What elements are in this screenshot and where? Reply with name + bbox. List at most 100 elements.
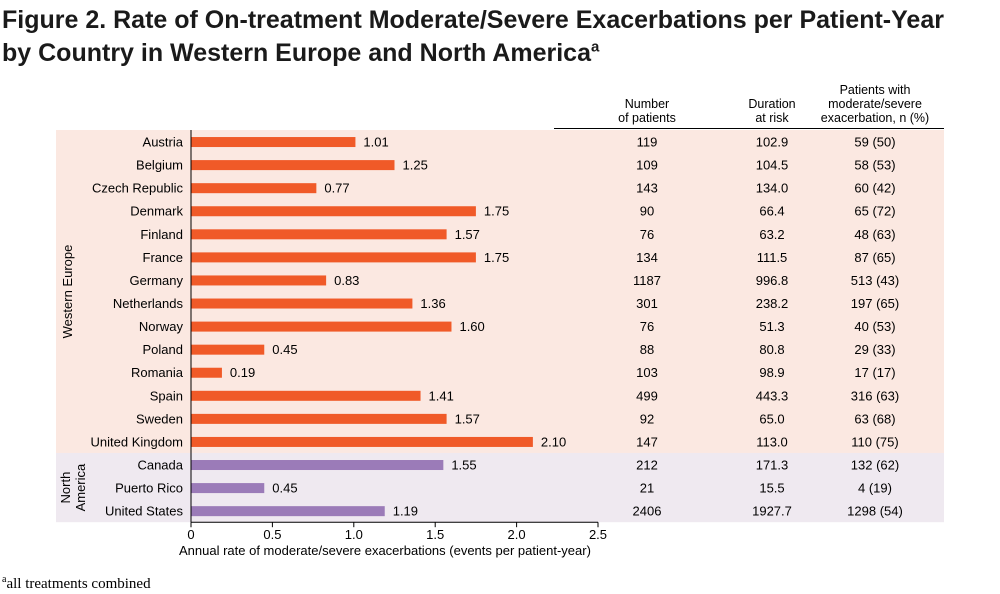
bar-united-states <box>191 506 385 517</box>
cell-exacerbation-spain: 316 (63) <box>851 388 899 403</box>
group-band-north-america <box>56 452 944 523</box>
bar-sweden <box>191 413 447 424</box>
cell-exacerbation-poland: 29 (33) <box>854 342 895 357</box>
country-label-austria: Austria <box>143 135 184 150</box>
cell-patients-finland: 76 <box>640 227 654 242</box>
cell-exacerbation-romania: 17 (17) <box>854 365 895 380</box>
country-label-romania: Romania <box>131 365 184 380</box>
bar-value-finland: 1.57 <box>455 227 480 242</box>
bar-value-france: 1.75 <box>484 250 509 265</box>
cell-duration-united-kingdom: 113.0 <box>756 434 788 449</box>
cell-duration-austria: 102.9 <box>756 135 789 150</box>
bar-value-belgium: 1.25 <box>403 158 428 173</box>
bar-romania <box>191 367 222 378</box>
cell-patients-netherlands: 301 <box>636 296 658 311</box>
x-tick-label-5: 2.5 <box>589 527 607 542</box>
cell-duration-czech-republic: 134.0 <box>756 181 789 196</box>
x-tick-label-4: 2.0 <box>508 527 526 542</box>
country-label-spain: Spain <box>150 388 183 403</box>
figure-title: Figure 2. Rate of On-treatment Moderate/… <box>2 4 992 70</box>
group-label-north-america-line-1: North <box>58 472 73 504</box>
bar-czech-republic <box>191 183 317 194</box>
cell-exacerbation-puerto-rico: 4 (19) <box>858 481 892 496</box>
cell-duration-spain: 443.3 <box>756 388 789 403</box>
bar-canada <box>191 460 444 471</box>
cell-patients-poland: 88 <box>640 342 654 357</box>
bar-value-poland: 0.45 <box>272 342 297 357</box>
group-label-western-europe: Western Europe <box>60 245 75 339</box>
cell-exacerbation-norway: 40 (53) <box>854 319 895 334</box>
cell-duration-puerto-rico: 15.5 <box>759 481 784 496</box>
cell-duration-france: 111.5 <box>757 250 788 265</box>
footnote-marker: a <box>2 574 7 585</box>
title-line-1: Figure 2. Rate of On-treatment Moderate/… <box>2 6 944 34</box>
cell-patients-romania: 103 <box>636 365 658 380</box>
bar-puerto-rico <box>191 483 265 494</box>
bar-value-puerto-rico: 0.45 <box>272 481 297 496</box>
country-label-germany: Germany <box>130 273 184 288</box>
country-label-sweden: Sweden <box>136 411 183 426</box>
cell-duration-sweden: 65.0 <box>759 411 784 426</box>
header-duration-at-risk-line-2: at risk <box>755 111 789 125</box>
bar-value-netherlands: 1.36 <box>420 296 445 311</box>
cell-patients-denmark: 90 <box>640 204 654 219</box>
bar-value-spain: 1.41 <box>429 388 454 403</box>
cell-duration-canada: 171.3 <box>756 458 789 473</box>
cell-exacerbation-sweden: 63 (68) <box>854 411 895 426</box>
country-label-poland: Poland <box>143 342 183 357</box>
cell-patients-united-states: 2406 <box>633 504 662 519</box>
cell-patients-czech-republic: 143 <box>636 181 658 196</box>
bar-value-romania: 0.19 <box>230 365 255 380</box>
bar-belgium <box>191 160 395 171</box>
bar-poland <box>191 344 265 355</box>
group-label-north-america-line-2: America <box>73 463 88 511</box>
cell-exacerbation-finland: 48 (63) <box>854 227 895 242</box>
bar-value-austria: 1.01 <box>363 135 388 150</box>
header-patients-with-exacerbation-line-2: moderate/severe <box>828 97 922 111</box>
bar-spain <box>191 390 421 401</box>
cell-exacerbation-austria: 59 (50) <box>854 135 895 150</box>
cell-duration-germany: 996.8 <box>756 273 789 288</box>
country-label-united-kingdom: United Kingdom <box>91 434 184 449</box>
footnote-text: all treatments combined <box>6 576 151 592</box>
bar-value-united-kingdom: 2.10 <box>541 434 566 449</box>
cell-patients-sweden: 92 <box>640 411 654 426</box>
title-superscript: a <box>590 38 600 56</box>
bar-value-canada: 1.55 <box>451 458 476 473</box>
x-tick-label-2: 1.0 <box>345 527 363 542</box>
bar-value-united-states: 1.19 <box>393 504 418 519</box>
x-tick-label-3: 1.5 <box>426 527 444 542</box>
country-label-belgium: Belgium <box>136 158 183 173</box>
header-number-of-patients-line-1: Number <box>625 97 669 111</box>
cell-patients-austria: 119 <box>637 135 658 150</box>
bar-value-sweden: 1.57 <box>455 411 480 426</box>
cell-patients-germany: 1187 <box>633 273 661 288</box>
bar-united-kingdom <box>191 436 533 447</box>
bar-austria <box>191 137 356 148</box>
country-label-canada: Canada <box>137 458 183 473</box>
cell-duration-denmark: 66.4 <box>759 204 784 219</box>
country-label-norway: Norway <box>139 319 184 334</box>
country-label-finland: Finland <box>140 227 183 242</box>
header-number-of-patients-line-2: of patients <box>618 111 676 125</box>
cell-duration-netherlands: 238.2 <box>756 296 789 311</box>
country-label-czech-republic: Czech Republic <box>92 181 184 196</box>
bar-norway <box>191 321 452 332</box>
cell-exacerbation-netherlands: 197 (65) <box>851 296 899 311</box>
cell-duration-united-states: 1927.7 <box>752 504 792 519</box>
cell-patients-canada: 212 <box>636 458 658 473</box>
bar-finland <box>191 229 447 240</box>
cell-exacerbation-france: 87 (65) <box>854 250 895 265</box>
country-label-netherlands: Netherlands <box>113 296 184 311</box>
cell-patients-spain: 499 <box>636 388 658 403</box>
bar-value-denmark: 1.75 <box>484 204 509 219</box>
country-label-denmark: Denmark <box>130 204 183 219</box>
cell-patients-norway: 76 <box>640 319 654 334</box>
bar-netherlands <box>191 298 413 309</box>
footnote: aall treatments combined <box>2 574 151 593</box>
cell-patients-united-kingdom: 147 <box>636 434 658 449</box>
cell-exacerbation-canada: 132 (62) <box>851 458 899 473</box>
cell-duration-belgium: 104.5 <box>756 158 789 173</box>
cell-duration-finland: 63.2 <box>759 227 784 242</box>
